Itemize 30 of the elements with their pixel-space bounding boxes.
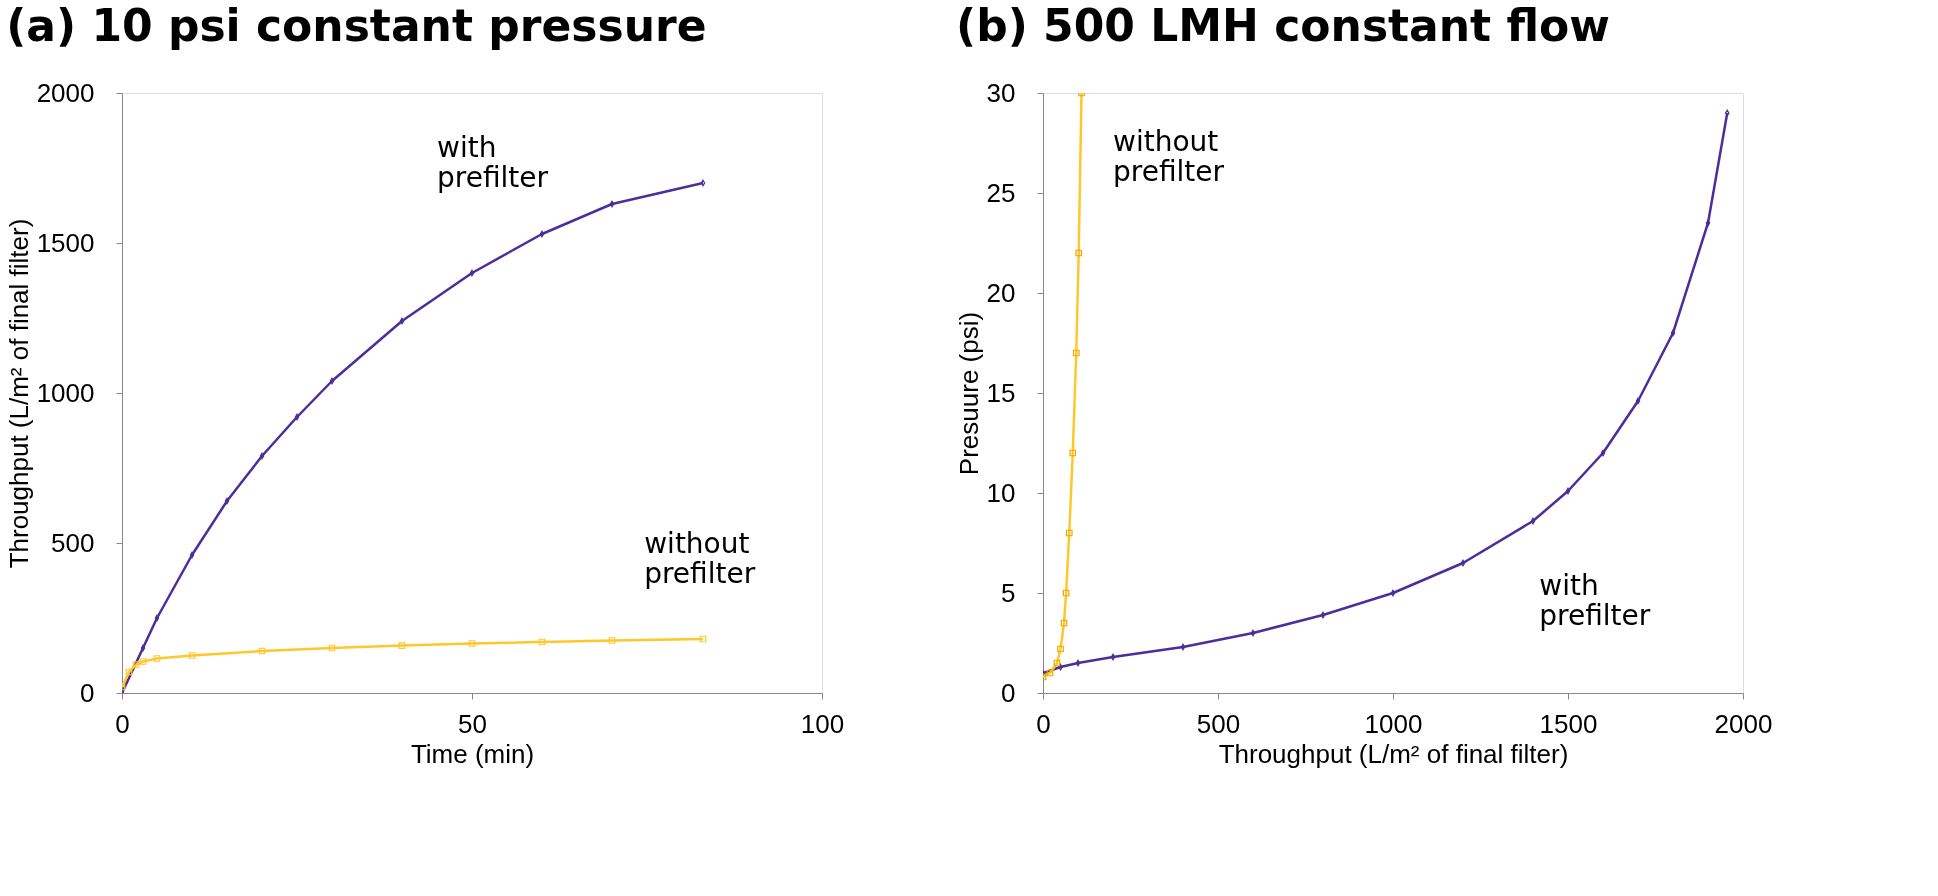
- y-tick-label: 10: [986, 477, 1016, 508]
- y-axis-title: Presuure (psi): [953, 311, 984, 476]
- x-tick-label: 0: [115, 708, 130, 739]
- y-tick-label: 15: [986, 377, 1016, 408]
- y-tick-label: 20: [986, 277, 1016, 308]
- x-tick-label: 50: [458, 708, 487, 739]
- x-tick-label: 1500: [1539, 708, 1598, 739]
- y-tick-label: 500: [51, 527, 95, 558]
- x-tick-label: 100: [800, 708, 845, 739]
- chart-title: (a) 10 psi constant pressure: [6, 0, 707, 51]
- x-tick-label: 500: [1196, 708, 1241, 739]
- annotation: without prefilter: [1113, 125, 1225, 188]
- chart-title: (b) 500 LMH constant flow: [956, 0, 1610, 51]
- y-tick-label: 1000: [36, 377, 95, 408]
- annotation: with prefilter: [1539, 569, 1651, 632]
- x-axis-title: Throughput (L/m² of final filter): [1218, 738, 1569, 769]
- x-tick-label: 0: [1036, 708, 1051, 739]
- y-tick-label: 0: [1001, 677, 1016, 708]
- y-tick-label: 30: [986, 77, 1016, 108]
- y-tick-label: 25: [986, 177, 1016, 208]
- x-axis-title: Time (min): [410, 738, 535, 769]
- y-tick-label: 1500: [36, 227, 95, 258]
- annotation: with prefilter: [437, 131, 549, 194]
- annotation: without prefilter: [644, 527, 756, 590]
- y-tick-label: 5: [1001, 577, 1016, 608]
- x-tick-label: 2000: [1714, 708, 1773, 739]
- y-tick-label: 0: [80, 677, 95, 708]
- x-tick-label: 1000: [1364, 708, 1423, 739]
- y-axis-title: Throughput (L/m² of final filter): [3, 218, 34, 569]
- y-tick-label: 2000: [36, 77, 95, 108]
